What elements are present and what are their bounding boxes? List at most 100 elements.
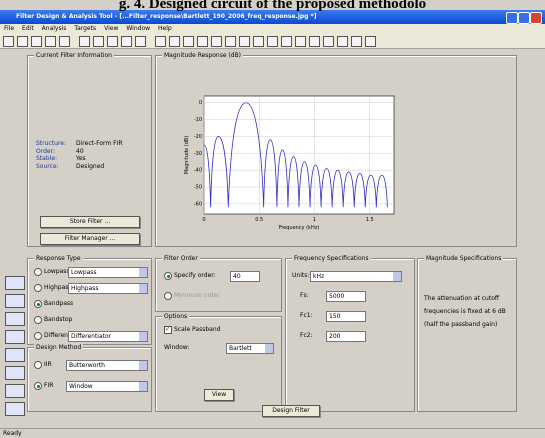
menu-item[interactable]: Help — [158, 25, 172, 32]
scale-passband-checkbox[interactable] — [164, 325, 172, 334]
sidebar-button[interactable] — [5, 384, 25, 398]
toolbar-button[interactable] — [3, 36, 14, 47]
menu-item[interactable]: Targets — [74, 25, 97, 32]
maximize-button[interactable] — [518, 12, 530, 24]
toolbar-button[interactable] — [281, 36, 292, 47]
close-button[interactable] — [530, 12, 542, 24]
toolbar-button[interactable] — [169, 36, 180, 47]
order-input[interactable]: 40 — [230, 271, 260, 282]
toolbar-button[interactable] — [323, 36, 334, 47]
toolbar-button[interactable] — [79, 36, 90, 47]
toolbar-button[interactable] — [197, 36, 208, 47]
toolbar-button[interactable] — [107, 36, 118, 47]
units-label: Units: — [292, 272, 310, 279]
toolbar-button[interactable] — [93, 36, 104, 47]
panel-title: Options — [162, 313, 190, 320]
info-label: Order: — [36, 147, 55, 155]
specify-order-radio[interactable] — [164, 272, 172, 280]
filter-manager-button[interactable]: Filter Manager ... — [40, 233, 140, 245]
design-filter-button[interactable]: Design Filter — [262, 405, 320, 417]
fir-dropdown[interactable]: Window — [66, 381, 148, 392]
view-button[interactable]: View — [204, 389, 234, 401]
info-value: Yes — [76, 155, 86, 162]
scale-passband-label: Scale Passband — [174, 326, 221, 333]
menu-item[interactable]: View — [104, 25, 119, 32]
magnitude-curve — [203, 102, 388, 208]
sidebar-button[interactable] — [5, 366, 25, 380]
y-tick-label: -50 — [194, 185, 202, 191]
store-filter-button[interactable]: Store Filter ... — [40, 216, 140, 228]
freq-label: Fc1: — [300, 312, 313, 319]
response-dropdown[interactable]: Differentiator — [68, 331, 148, 342]
toolbar-button[interactable] — [309, 36, 320, 47]
toolbar-button[interactable] — [121, 36, 132, 47]
sidebar-button[interactable] — [5, 348, 25, 362]
units-dropdown[interactable]: kHz — [310, 271, 402, 282]
iir-radio[interactable] — [34, 361, 42, 369]
toolbar-button[interactable] — [239, 36, 250, 47]
status-text: Ready — [3, 430, 22, 437]
toolbar-button[interactable] — [253, 36, 264, 47]
toolbar-button[interactable] — [183, 36, 194, 47]
mag-spec-text: The attenuation at cutoff — [424, 295, 500, 302]
response-radio[interactable] — [34, 284, 42, 292]
menu-item[interactable]: Edit — [22, 25, 34, 32]
toolbar-button[interactable] — [225, 36, 236, 47]
response-dropdown[interactable]: Highpass — [68, 283, 148, 294]
y-axis-label: Magnitude (dB) — [184, 136, 190, 175]
info-value: Designed — [76, 162, 105, 170]
minimum-order-label: Minimum order — [174, 292, 220, 299]
toolbar-button[interactable] — [211, 36, 222, 47]
options-panel: Options Scale Passband Window: Bartlett … — [155, 313, 282, 412]
fir-label: FIR — [44, 382, 54, 389]
iir-dropdown[interactable]: Butterworth — [66, 360, 148, 371]
sidebar-button[interactable] — [5, 276, 25, 290]
freq-input[interactable]: 150 — [326, 311, 366, 322]
window-label: Window: — [164, 344, 190, 351]
mag-spec-text: frequencies is fixed at 6 dB — [424, 308, 506, 315]
toolbar-button[interactable] — [135, 36, 146, 47]
plot: 0 0.5 1 1.5 0 -10 -20 -30 -40 -50 -60 Frequency (kH… — [184, 95, 395, 231]
toolbar-button[interactable] — [267, 36, 278, 47]
toolbar-button[interactable] — [59, 36, 70, 47]
response-radio[interactable] — [34, 268, 42, 276]
minimum-order-radio[interactable] — [164, 292, 172, 300]
menu-item[interactable]: Analysis — [41, 25, 67, 32]
response-radio[interactable] — [34, 300, 42, 308]
response-label: Lowpass — [44, 268, 70, 275]
toolbar — [0, 34, 545, 49]
response-dropdown[interactable]: Lowpass — [68, 267, 148, 278]
info-value: 40 — [76, 147, 84, 155]
toolbar-button[interactable] — [351, 36, 362, 47]
panel-title: Magnitude Response (dB) — [162, 52, 244, 59]
menu-item[interactable]: Window — [126, 25, 151, 32]
toolbar-button[interactable] — [295, 36, 306, 47]
toolbar-button[interactable] — [45, 36, 56, 47]
freq-input[interactable]: 200 — [326, 331, 366, 342]
panel-title: Current Filter Information — [34, 52, 114, 59]
sidebar-button[interactable] — [5, 330, 25, 344]
minimize-button[interactable] — [506, 12, 518, 24]
response-radio[interactable] — [34, 332, 42, 340]
info-value: Direct-Form FIR — [76, 140, 123, 147]
y-tick-label: -10 — [194, 117, 202, 123]
sidebar-button[interactable] — [5, 294, 25, 308]
filter-info-panel: Current Filter Information Store Filter … — [27, 52, 152, 247]
sidebar-button[interactable] — [5, 402, 25, 416]
x-tick-label: 0 — [202, 217, 205, 223]
menu-item[interactable]: File — [4, 25, 15, 32]
freq-input[interactable]: 5000 — [326, 291, 366, 302]
sidebar-button[interactable] — [5, 312, 25, 326]
toolbar-button[interactable] — [337, 36, 348, 47]
toolbar-button[interactable] — [17, 36, 28, 47]
toolbar-button[interactable] — [155, 36, 166, 47]
toolbar-button[interactable] — [365, 36, 376, 47]
fir-radio[interactable] — [34, 382, 42, 390]
design-method-panel: Design Method IIR Butterworth FIR Window — [27, 344, 152, 412]
response-type-panel: Response Type Lowpass Highpass Bandpass Ban… — [27, 255, 152, 345]
window-dropdown[interactable]: Bartlett — [226, 343, 274, 354]
toolbar-button[interactable] — [31, 36, 42, 47]
panel-title: Magnitude Specifications — [424, 255, 504, 262]
response-radio[interactable] — [34, 316, 42, 324]
